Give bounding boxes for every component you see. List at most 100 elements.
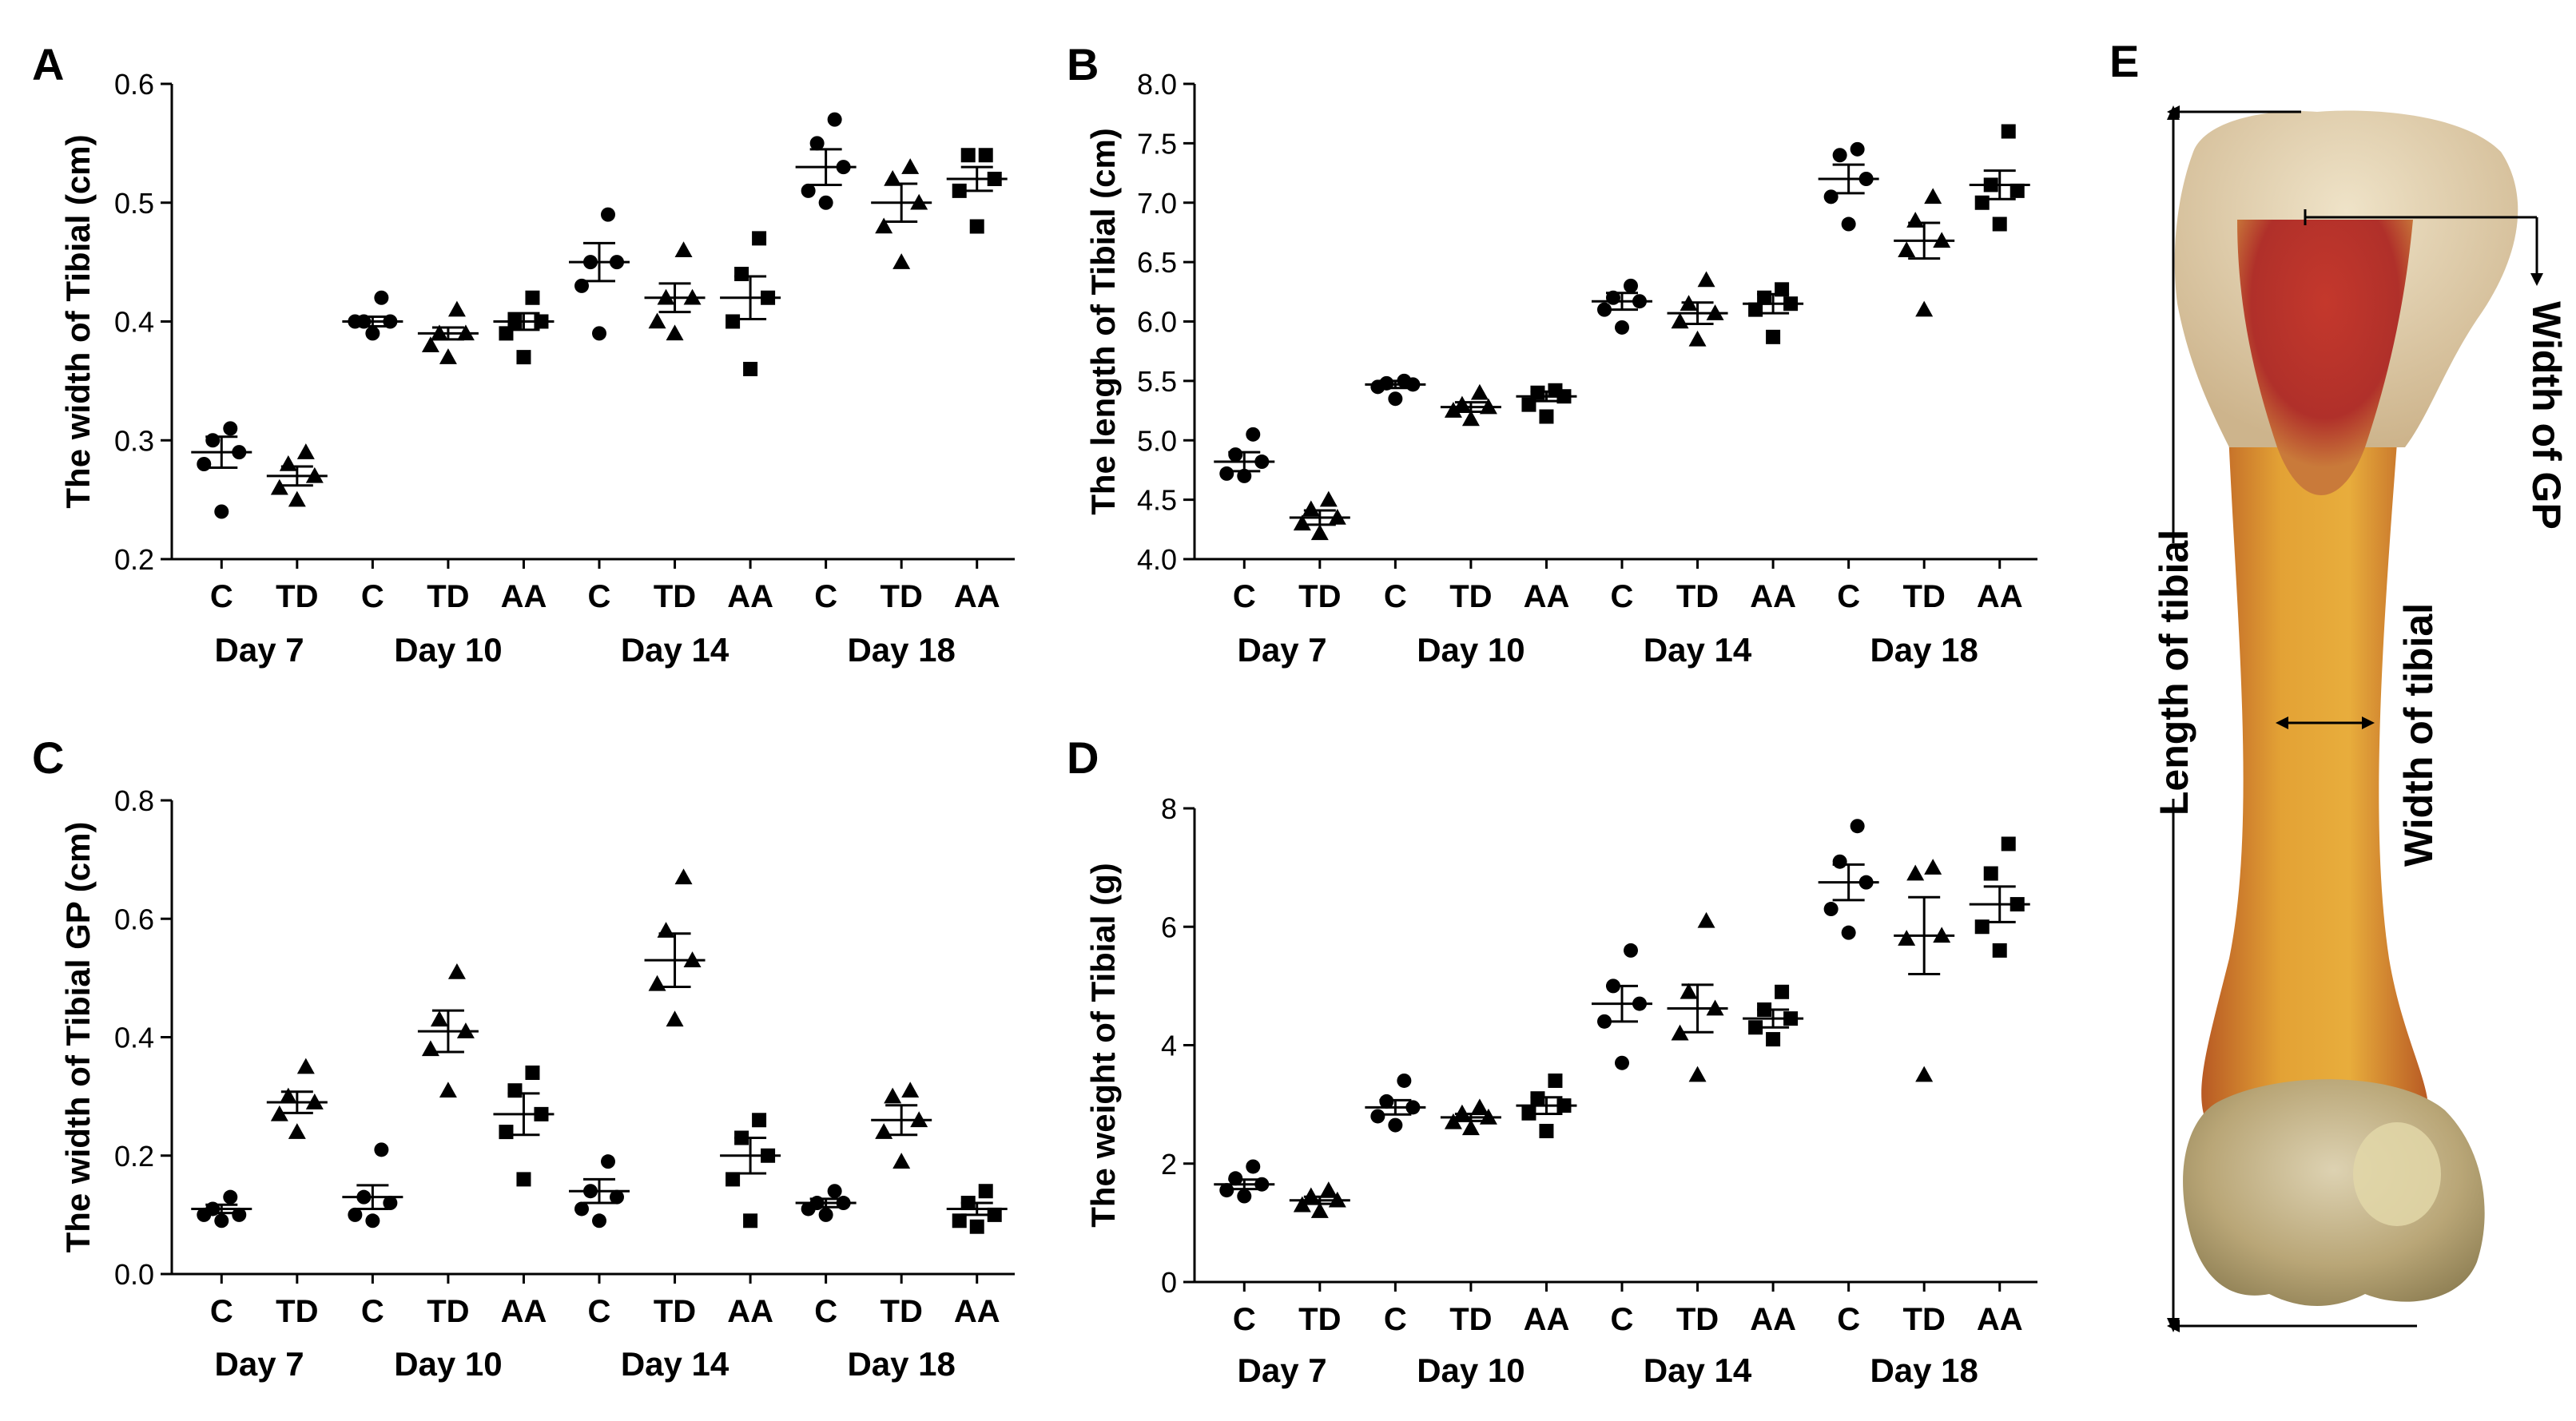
y-tick-label: 0.2 <box>114 543 154 576</box>
data-point <box>1783 1011 1799 1026</box>
data-point <box>610 255 624 270</box>
data-point <box>2001 124 2016 139</box>
data-point <box>1521 397 1536 412</box>
data-point <box>270 1105 288 1121</box>
y-axis-title: The length of Tibial (cm) <box>1084 128 1122 515</box>
group-day-label: Day 18 <box>847 1345 955 1383</box>
data-point <box>1444 1113 1462 1129</box>
y-tick-label: 7.5 <box>1137 127 1177 160</box>
y-tick-label: 0.4 <box>114 1022 154 1054</box>
treatment-td-day-18: TD <box>871 158 932 614</box>
y-tick-label: 4.0 <box>1137 543 1177 576</box>
group-day-label: Day 10 <box>1417 631 1525 669</box>
x-category-label: AA <box>954 1294 1000 1329</box>
data-point <box>1539 1123 1554 1138</box>
data-point <box>960 148 976 163</box>
data-point <box>1832 854 1847 869</box>
data-point <box>960 1196 976 1211</box>
x-category-label: C <box>361 1294 384 1329</box>
panel-label: A <box>32 39 64 89</box>
data-point <box>279 455 297 471</box>
chart-panel-c: C 0.0 0.2 0.4 0.6 0.8 The width of Tibial GP (… <box>32 732 1015 1383</box>
data-point <box>827 1184 842 1199</box>
group-day-label: Day 14 <box>1644 631 1752 669</box>
data-point <box>1539 409 1554 424</box>
data-point <box>2001 836 2016 851</box>
group-day-label: Day 10 <box>394 631 502 669</box>
data-point <box>1597 1014 1612 1029</box>
treatment-c-day-14: C <box>1592 943 1652 1337</box>
data-point <box>1697 911 1715 928</box>
data-point <box>1310 524 1329 541</box>
data-point <box>430 324 448 341</box>
data-point <box>1328 1191 1346 1208</box>
treatment-c-day-7: C <box>1214 1159 1275 1337</box>
treatment-c-day-10: C <box>342 1142 403 1329</box>
data-point <box>1615 1055 1629 1070</box>
data-point <box>1530 1091 1545 1106</box>
data-point <box>1766 329 1781 344</box>
data-point <box>383 314 398 329</box>
data-point <box>1388 391 1403 407</box>
data-point <box>1915 300 1934 317</box>
data-point <box>356 314 372 329</box>
treatment-aa-day-18: AA <box>946 1184 1008 1329</box>
data-point <box>270 478 288 495</box>
x-category-label: C <box>1384 1302 1407 1337</box>
x-category-label: TD <box>881 1294 923 1329</box>
data-point <box>2010 183 2025 198</box>
treatment-c-day-18: C <box>1818 819 1879 1337</box>
treatment-td-day-14: TD <box>1667 911 1728 1337</box>
data-point <box>507 1083 523 1098</box>
y-tick-label: 0.3 <box>114 424 154 457</box>
data-point <box>683 288 702 305</box>
x-category-label: TD <box>654 1294 696 1329</box>
x-category-label: C <box>588 579 611 614</box>
data-point <box>1898 930 1916 946</box>
data-point <box>525 290 540 305</box>
y-tick-label: 5.5 <box>1137 365 1177 398</box>
data-point <box>1453 1104 1471 1121</box>
data-point <box>214 504 229 519</box>
data-point <box>516 1172 531 1187</box>
data-point <box>1775 282 1790 297</box>
data-point <box>1983 866 1998 881</box>
data-point <box>836 160 851 175</box>
data-point <box>761 1148 776 1163</box>
data-point <box>223 421 238 436</box>
chart-panel-a: A 0.2 0.3 0.4 0.5 0.6 The width of Tibial (cm)… <box>32 39 1015 669</box>
data-point <box>987 1207 1002 1222</box>
y-tick-label: 0.8 <box>114 784 154 817</box>
data-point <box>1841 216 1856 232</box>
bone-condyle-knob <box>2353 1122 2441 1226</box>
data-point <box>1405 1100 1421 1115</box>
data-point <box>1624 943 1638 958</box>
data-point <box>910 1111 928 1128</box>
data-point <box>827 112 842 127</box>
treatment-c-day-14: C <box>569 207 630 614</box>
data-point <box>1688 330 1707 347</box>
treatment-aa-day-18: AA <box>1969 836 2030 1337</box>
y-tick-label: 6.5 <box>1137 246 1177 279</box>
group-day-label: Day 18 <box>1870 631 1978 669</box>
treatment-c-day-7: C <box>1214 427 1275 614</box>
treatment-td-day-10: TD <box>417 300 479 614</box>
data-point <box>1757 290 1772 305</box>
data-point <box>1293 1196 1311 1213</box>
data-point <box>725 1172 741 1187</box>
data-point <box>1933 927 1951 943</box>
data-point <box>534 1106 549 1121</box>
y-tick-label: 0 <box>1161 1266 1177 1299</box>
y-tick-label: 8 <box>1161 792 1177 825</box>
y-axis-title: The weight of Tibial (g) <box>1084 863 1122 1228</box>
data-point <box>875 217 893 234</box>
data-point <box>601 1154 615 1169</box>
x-category-label: C <box>210 1294 233 1329</box>
treatment-c-day-14: C <box>569 1154 630 1329</box>
x-category-label: TD <box>276 1294 318 1329</box>
data-point <box>752 1113 767 1128</box>
x-category-label: TD <box>427 1294 469 1329</box>
data-point <box>1671 312 1689 329</box>
treatment-aa-day-14: AA <box>1743 282 1804 614</box>
